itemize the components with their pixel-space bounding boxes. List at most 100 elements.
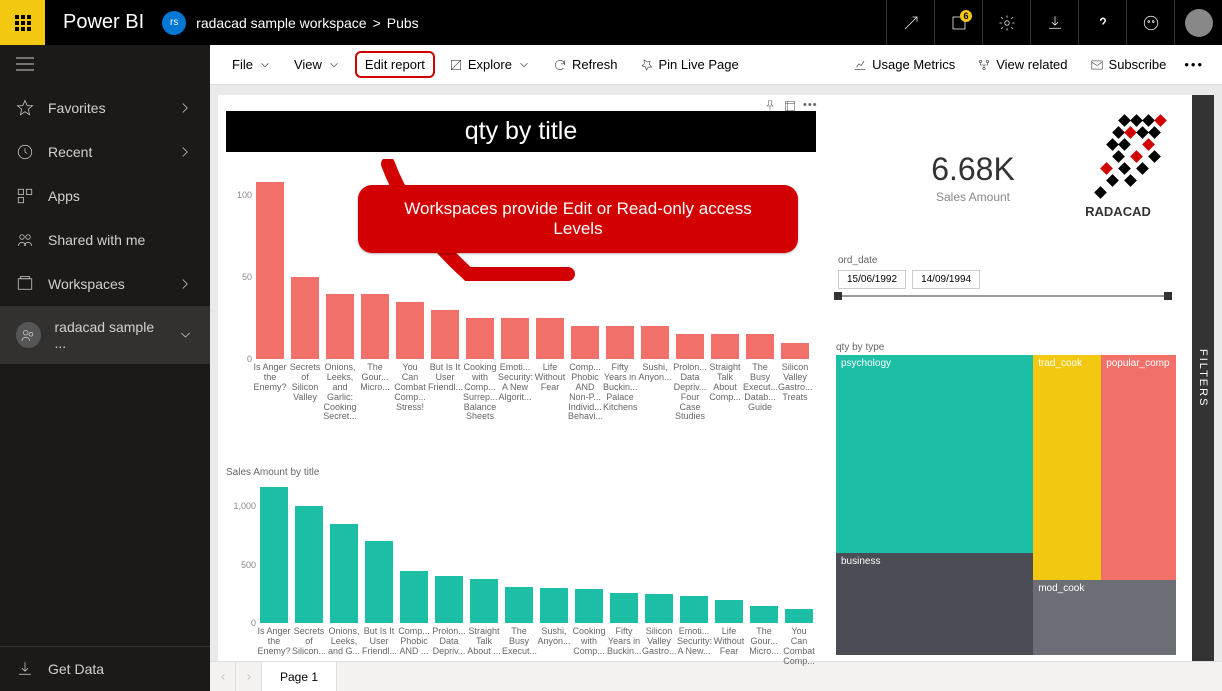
nav-workspaces[interactable]: Workspaces <box>0 262 210 306</box>
bar[interactable] <box>540 588 568 623</box>
related-icon <box>977 58 991 72</box>
bar[interactable] <box>680 596 708 623</box>
bar[interactable] <box>291 277 319 359</box>
page-next[interactable] <box>236 662 262 691</box>
bar[interactable] <box>750 606 778 624</box>
axis-label: Emoti... Security: A New... <box>677 627 711 657</box>
bar[interactable] <box>575 589 603 623</box>
axis-label: Comp... Phobic AND ... <box>397 627 431 657</box>
profile-avatar[interactable] <box>1174 0 1222 45</box>
toolbar-view-related[interactable]: View related <box>969 51 1075 78</box>
bar[interactable] <box>501 318 529 359</box>
bar[interactable] <box>435 576 463 623</box>
bar[interactable] <box>711 334 739 359</box>
treemap-rect[interactable]: trad_cook <box>1033 355 1101 580</box>
date-slicer[interactable]: ord_date 15/06/1992 14/09/1994 <box>838 255 1168 297</box>
axis-label: Emoti... Security: A New Algorit... <box>498 363 532 403</box>
bar[interactable] <box>396 302 424 359</box>
slicer-track[interactable] <box>838 295 1168 297</box>
chevron-down-icon <box>177 326 194 344</box>
bar[interactable] <box>365 541 393 623</box>
page-prev[interactable] <box>210 662 236 691</box>
bar[interactable] <box>470 579 498 623</box>
slicer-to[interactable]: 14/09/1994 <box>912 270 980 289</box>
bar[interactable] <box>610 593 638 623</box>
axis-label: Sushi, Anyon... <box>537 627 571 647</box>
settings-icon[interactable] <box>982 0 1030 45</box>
toolbar-edit-report[interactable]: Edit report <box>355 51 435 78</box>
fullscreen-icon[interactable] <box>886 0 934 45</box>
bar[interactable] <box>295 506 323 623</box>
axis-label: Straight Talk About Comp... <box>708 363 742 403</box>
treemap[interactable]: qty by type psychologybusinesstrad_cookp… <box>836 342 1176 655</box>
nav-apps[interactable]: Apps <box>0 174 210 218</box>
axis-label: You Can Combat Comp... Stress! <box>393 363 427 412</box>
bar[interactable] <box>641 326 669 359</box>
axis-label: Prolon... Data Depriv... Four Case Studi… <box>673 363 707 422</box>
toolbar-explore[interactable]: Explore <box>441 51 539 78</box>
bar[interactable] <box>781 343 809 359</box>
bar[interactable] <box>361 294 389 359</box>
slicer-from[interactable]: 15/06/1992 <box>838 270 906 289</box>
notifications-icon[interactable]: 6 <box>934 0 982 45</box>
bar[interactable] <box>676 334 704 359</box>
nav-toggle[interactable] <box>0 45 210 86</box>
bar[interactable] <box>746 334 774 359</box>
chart2[interactable]: 5001,0000Is Anger the Enemy?Secrets of S… <box>260 483 820 623</box>
nav-recent[interactable]: Recent <box>0 130 210 174</box>
nav-shared[interactable]: Shared with me <box>0 218 210 262</box>
treemap-rect[interactable]: popular_comp <box>1101 355 1176 580</box>
filters-pane-toggle[interactable]: FILTERS <box>1192 95 1214 661</box>
bar[interactable] <box>645 594 673 623</box>
bar[interactable] <box>260 487 288 624</box>
nav-get-data[interactable]: Get Data <box>0 646 210 691</box>
axis-label: Secrets of Silicon Valley <box>288 363 322 403</box>
axis-label: Cooking with Comp... Surrep... Balance S… <box>463 363 497 422</box>
help-icon[interactable] <box>1078 0 1126 45</box>
toolbar-more[interactable]: ••• <box>1180 51 1208 78</box>
global-header: Power BI rs radacad sample workspace > P… <box>0 0 1222 45</box>
mail-icon <box>1090 58 1104 72</box>
bar[interactable] <box>330 524 358 623</box>
bar[interactable] <box>505 587 533 623</box>
bar[interactable] <box>715 600 743 623</box>
toolbar-usage-metrics[interactable]: Usage Metrics <box>845 51 963 78</box>
bar[interactable] <box>571 326 599 359</box>
toolbar-view[interactable]: View <box>286 51 349 78</box>
bar[interactable] <box>785 609 813 623</box>
breadcrumb-workspace[interactable]: radacad sample workspace <box>196 15 366 31</box>
slicer-title: ord_date <box>838 255 1168 266</box>
chevron-right-icon <box>176 143 194 161</box>
toolbar-file[interactable]: File <box>224 51 280 78</box>
treemap-rect[interactable]: psychology <box>836 355 1033 553</box>
bar[interactable] <box>400 571 428 624</box>
bar[interactable] <box>431 310 459 359</box>
axis-label: You Can Combat Comp... <box>782 627 816 667</box>
bar[interactable] <box>256 182 284 359</box>
feedback-icon[interactable] <box>1126 0 1174 45</box>
nav-shared-label: Shared with me <box>48 232 145 248</box>
svg-text:RADACAD: RADACAD <box>1085 204 1151 219</box>
nav-favorites[interactable]: Favorites <box>0 86 210 130</box>
page-tab-1[interactable]: Page 1 <box>262 662 337 691</box>
kpi-card[interactable]: 6.68K Sales Amount <box>878 151 1068 204</box>
download-icon[interactable] <box>1030 0 1078 45</box>
toolbar-refresh[interactable]: Refresh <box>545 51 626 78</box>
slicer-handle-left[interactable] <box>834 292 842 300</box>
axis-label: Fifty Years in Buckin... Palace Kitchens <box>603 363 637 412</box>
toolbar-pin-live[interactable]: Pin Live Page <box>632 51 747 78</box>
report-canvas: ••• qty by title 501000Is Anger the Enem… <box>218 95 1192 661</box>
treemap-rect[interactable]: mod_cook <box>1033 580 1176 655</box>
bar[interactable] <box>536 318 564 359</box>
treemap-title: qty by type <box>836 342 1176 353</box>
slicer-handle-right[interactable] <box>1164 292 1172 300</box>
app-launcher[interactable] <box>0 0 45 45</box>
bar[interactable] <box>606 326 634 359</box>
nav-current-workspace[interactable]: radacad sample ... <box>0 306 210 364</box>
bar[interactable] <box>326 294 354 359</box>
chart1-container: qty by title 501000Is Anger the Enemy?Se… <box>226 111 816 152</box>
treemap-rect[interactable]: business <box>836 553 1033 655</box>
breadcrumb-report[interactable]: Pubs <box>387 15 419 31</box>
toolbar-subscribe[interactable]: Subscribe <box>1082 51 1175 78</box>
bar[interactable] <box>466 318 494 359</box>
